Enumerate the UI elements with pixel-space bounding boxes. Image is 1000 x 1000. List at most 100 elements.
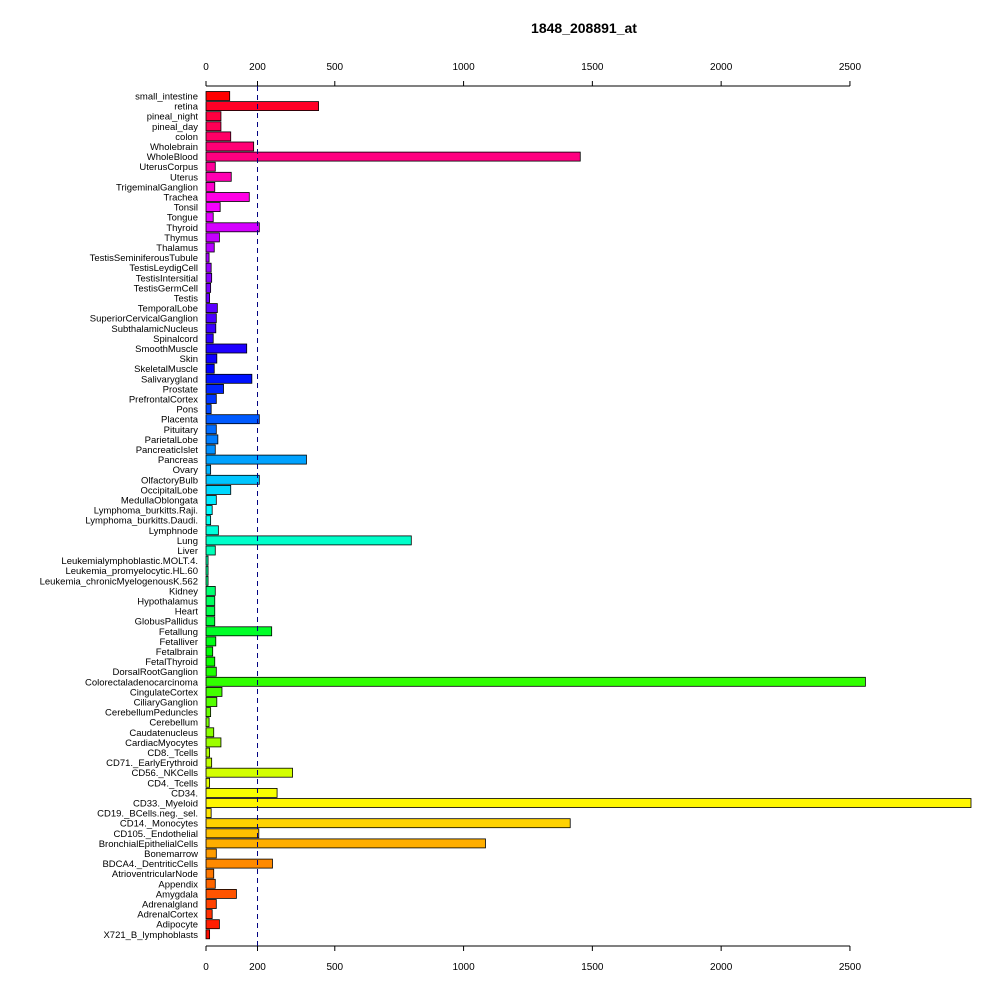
bar	[205, 818, 571, 829]
category-label: Ovary	[173, 465, 199, 476]
category-label: TemporalLobe	[138, 304, 198, 315]
bar	[205, 303, 218, 314]
bar	[205, 666, 217, 677]
category-label: Heart	[175, 607, 199, 618]
category-label: small_intestine	[135, 92, 198, 103]
category-label: Colorectaladenocarcinoma	[85, 677, 199, 688]
bar	[205, 181, 216, 192]
bar	[205, 767, 293, 778]
bar	[205, 454, 307, 465]
category-label: Amygdala	[156, 889, 199, 900]
bar	[205, 868, 215, 879]
category-label: SubthalamicNucleus	[111, 324, 198, 335]
bar	[205, 626, 273, 637]
category-label: Uterus	[170, 172, 198, 183]
bar	[205, 333, 214, 344]
bar	[205, 656, 216, 667]
category-label: TestisLeydigCell	[129, 263, 198, 274]
category-label: Skin	[180, 354, 198, 365]
category-label: Tonsil	[174, 203, 198, 214]
bar	[205, 929, 211, 940]
bar	[205, 394, 217, 404]
bar	[205, 777, 211, 788]
bar	[205, 383, 224, 394]
bar	[205, 131, 232, 142]
bar	[205, 101, 319, 111]
chart-title: 1848_208891_at	[531, 20, 637, 36]
bar	[205, 212, 214, 223]
category-label: BronchialEpithelialCells	[99, 839, 199, 850]
bar	[205, 717, 210, 728]
bar	[205, 222, 260, 233]
bar	[205, 687, 223, 697]
category-label: CardiacMyocytes	[125, 738, 198, 749]
bar	[205, 919, 220, 930]
category-label: UterusCorpus	[139, 162, 198, 173]
category-label: OccipitalLobe	[140, 485, 198, 496]
category-label: Thyroid	[166, 223, 198, 234]
category-label: Salivarygland	[141, 374, 198, 385]
bar	[205, 858, 273, 869]
bottom-tick-label: 2000	[710, 962, 733, 973]
category-label: CiliaryGanglion	[134, 698, 198, 709]
category-label: X721_B_lymphoblasts	[103, 930, 198, 941]
top-tick-label: 2000	[710, 62, 733, 73]
category-label: CingulateCortex	[130, 687, 198, 698]
bar	[205, 404, 212, 415]
category-label: Lung	[177, 536, 198, 547]
bar	[205, 373, 253, 384]
bar	[205, 525, 219, 536]
category-label: TestisGermCell	[134, 283, 198, 294]
category-label: TestisSeminiferousTubule	[90, 253, 198, 264]
category-label: Appendix	[158, 879, 198, 890]
category-label: Pancreas	[158, 455, 198, 466]
bar	[205, 798, 972, 808]
category-label: retina	[174, 102, 198, 113]
bar	[205, 414, 260, 425]
category-label: Prostate	[163, 384, 198, 395]
bar	[205, 505, 213, 516]
bar	[205, 91, 231, 101]
bar	[205, 565, 209, 576]
bar	[205, 515, 212, 526]
bar	[205, 343, 248, 354]
bar	[205, 889, 237, 899]
category-label: Placenta	[161, 415, 199, 426]
bar	[205, 111, 222, 122]
bar	[205, 545, 216, 556]
bottom-tick-label: 200	[249, 962, 266, 973]
bar	[205, 262, 212, 273]
bar	[205, 616, 216, 627]
category-label: CD33._Myeloid	[133, 799, 198, 810]
top-tick-label: 500	[326, 62, 343, 73]
category-label: Lymphoma_burkitts.Raji.	[94, 506, 198, 517]
bar	[205, 363, 215, 374]
bar	[205, 313, 217, 324]
bar	[205, 899, 217, 909]
category-label: Adipocyte	[156, 920, 198, 931]
bar	[205, 707, 212, 717]
category-label: CD19._BCells.neg._sel.	[97, 809, 198, 820]
bar	[205, 192, 250, 202]
bar	[205, 161, 216, 172]
category-label: Lymphnode	[149, 526, 198, 537]
bar	[205, 878, 216, 889]
category-label: Pituitary	[164, 425, 199, 436]
bar	[205, 606, 216, 616]
bottom-tick-label: 500	[326, 962, 343, 973]
category-label: Pons	[176, 405, 198, 416]
category-label: Thalamus	[156, 243, 198, 254]
bar	[205, 121, 222, 132]
bar	[205, 242, 215, 253]
bar	[205, 808, 212, 818]
category-labels-group: small_intestineretinapineal_nightpineal_…	[40, 92, 199, 941]
bar	[205, 838, 486, 849]
top-tick-label: 1500	[581, 62, 604, 73]
bar	[205, 464, 212, 475]
category-label: BDCA4._DentriticCells	[102, 859, 198, 870]
category-label: MedullaOblongata	[121, 496, 199, 507]
category-label: OlfactoryBulb	[141, 475, 198, 486]
category-label: TestisIntersitial	[136, 273, 198, 284]
category-label: pineal_night	[147, 112, 199, 123]
bar	[205, 424, 217, 435]
